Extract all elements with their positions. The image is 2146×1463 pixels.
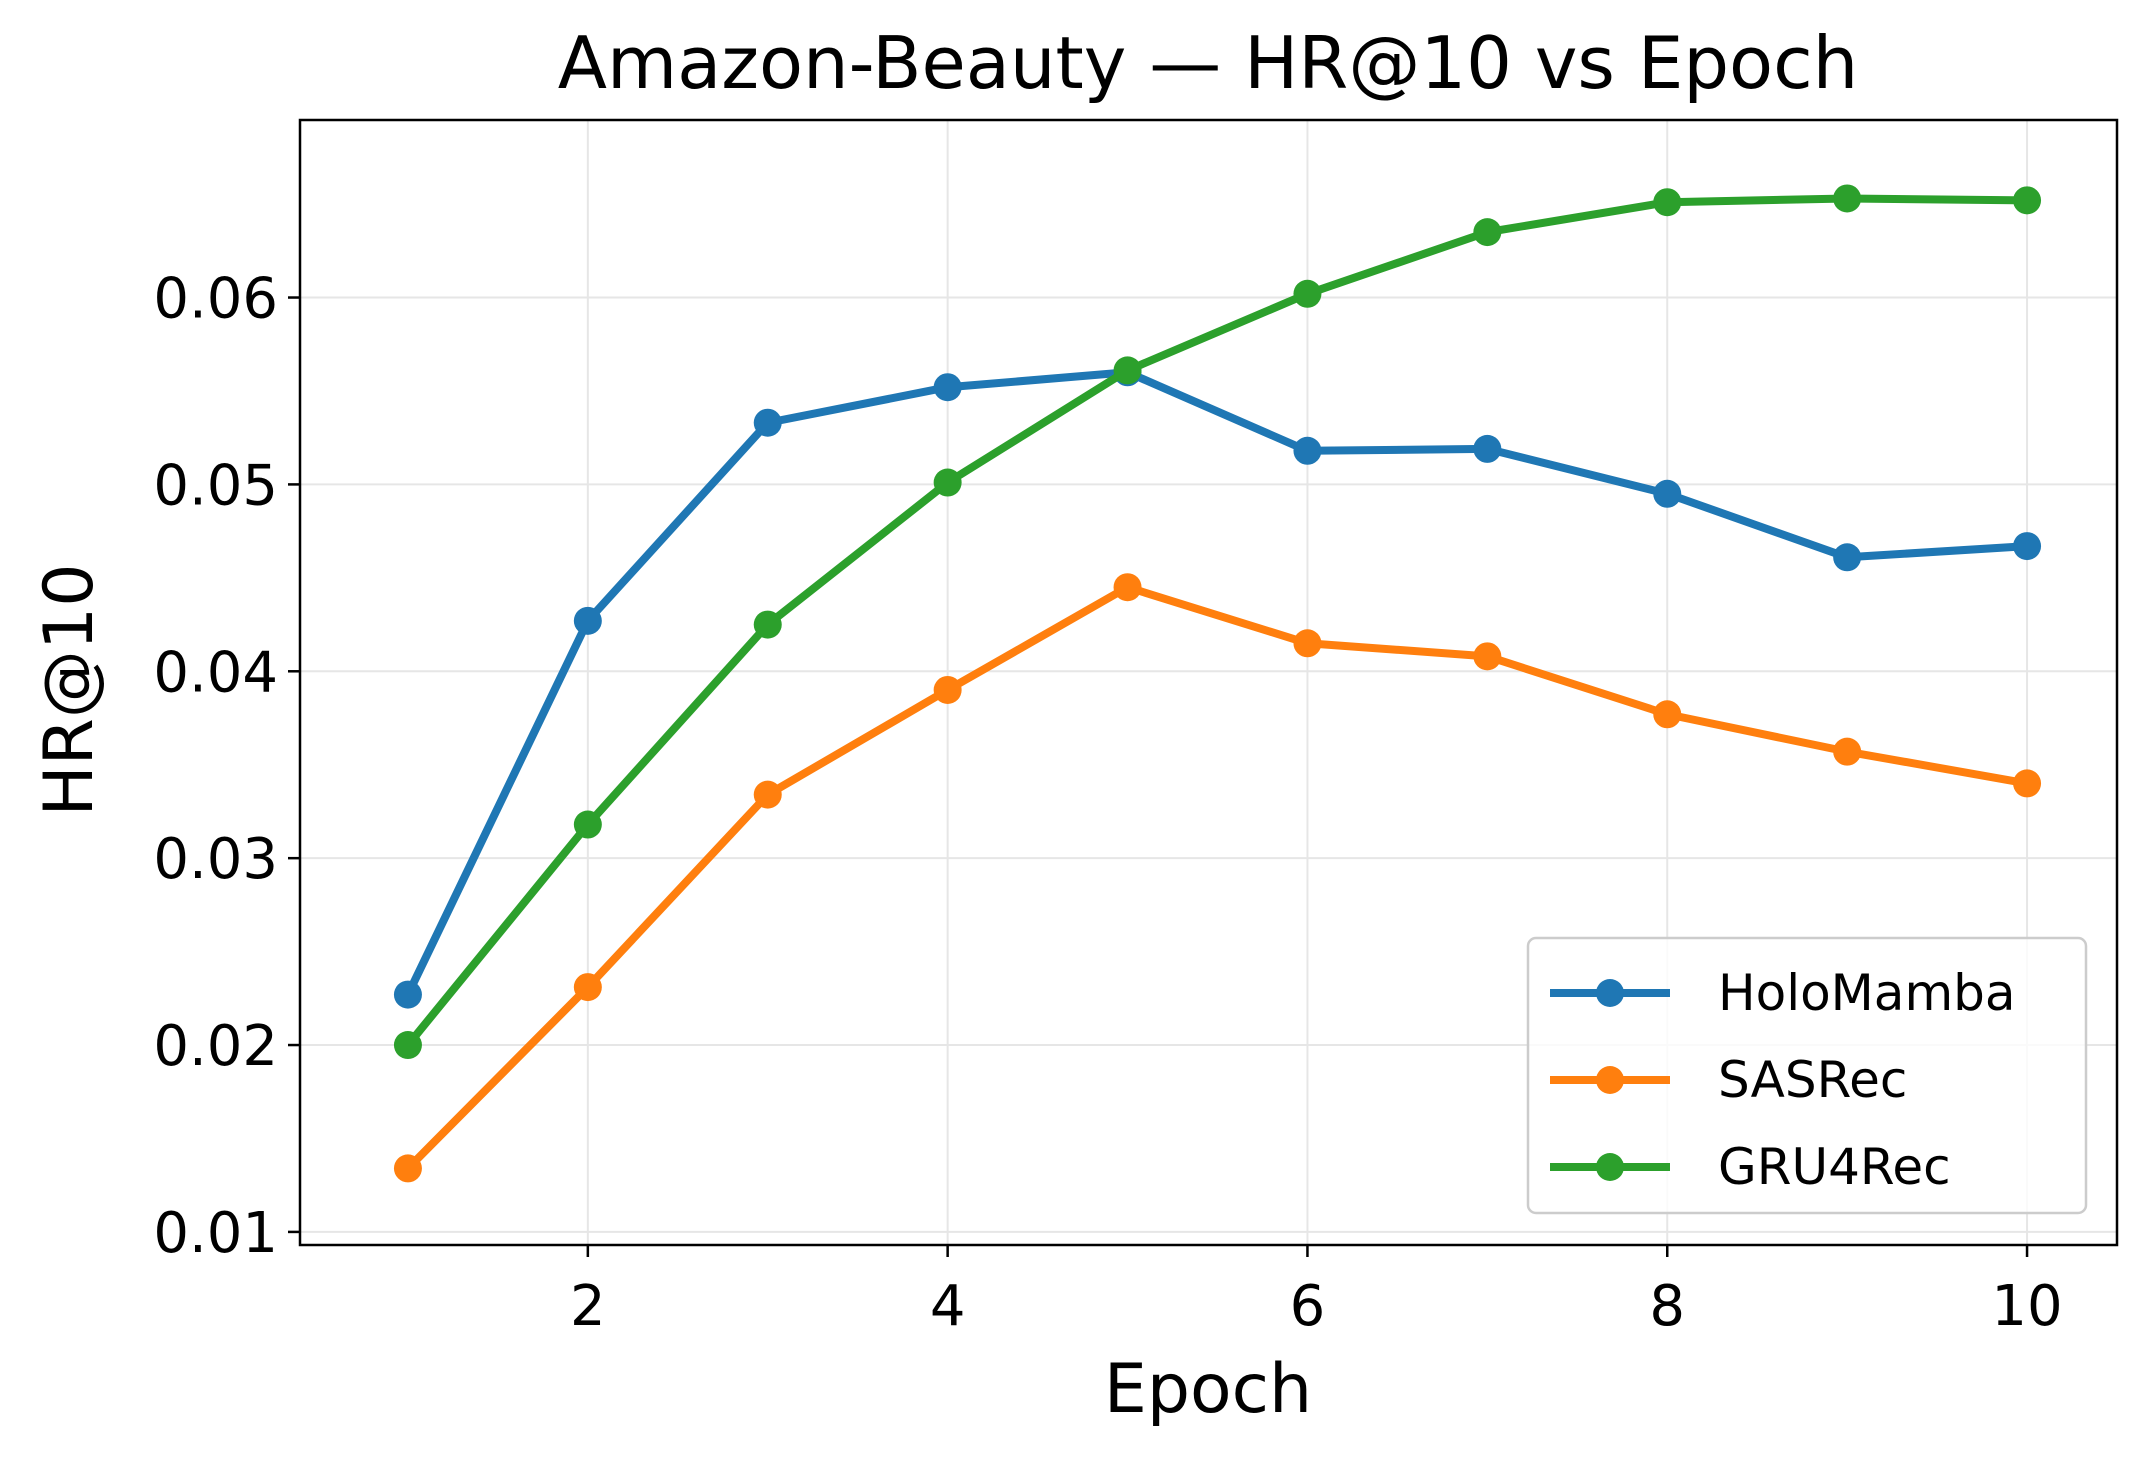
data-point (933, 373, 962, 402)
data-point (1653, 188, 1682, 217)
data-point (1113, 356, 1142, 385)
data-point (573, 606, 602, 635)
data-point (1833, 184, 1862, 213)
legend: HoloMamba SASRec GRU4Rec (1526, 936, 2088, 1215)
data-point (2013, 769, 2042, 798)
plot-frame (298, 118, 2119, 1247)
x-tick-label: 6 (1290, 1274, 1326, 1339)
data-point (753, 780, 782, 809)
data-point (1473, 642, 1502, 671)
y-tick-label: 0.03 (153, 827, 278, 892)
x-tick-label: 2 (570, 1274, 606, 1339)
series-line (403, 194, 2032, 1050)
y-tick-label: 0.02 (153, 1014, 278, 1079)
axis-ticks: 2 4 6 8 10 0.01 0.02 0.03 0.04 0.05 0.06 (153, 267, 2062, 1339)
x-axis-label: Epoch (1104, 1350, 1312, 1429)
series-line (403, 368, 2032, 999)
legend-label: GRU4Rec (1718, 1138, 1951, 1196)
data-point (1653, 479, 1682, 508)
data-point (1293, 629, 1322, 658)
series-gru4rec (393, 184, 2042, 1060)
data-point (2013, 186, 2042, 215)
legend-item: SASRec (1550, 1051, 1907, 1109)
data-point (1113, 573, 1142, 602)
data-point (573, 810, 602, 839)
data-point (393, 1154, 422, 1183)
data-point (1833, 737, 1862, 766)
data-point (753, 610, 782, 639)
legend-item: GRU4Rec (1550, 1138, 1951, 1196)
chart-title: Amazon-Beauty — HR@10 vs Epoch (558, 21, 1859, 105)
data-point (933, 468, 962, 497)
x-tick-label: 10 (1991, 1274, 2062, 1339)
data-point (1473, 218, 1502, 247)
data-point (1833, 543, 1862, 572)
data-point (1293, 279, 1322, 308)
legend-marker (1596, 1066, 1624, 1094)
data-point (573, 973, 602, 1002)
legend-marker (1596, 979, 1624, 1007)
legend-item: HoloMamba (1550, 964, 2016, 1022)
data-point (753, 408, 782, 437)
legend-box (1526, 936, 2088, 1215)
x-tick-label: 4 (930, 1274, 966, 1339)
legend-marker (1596, 1153, 1624, 1181)
legend-label: HoloMamba (1718, 964, 2016, 1022)
series-sasrec (393, 573, 2042, 1183)
data-point (2013, 532, 2042, 561)
data-point (1473, 434, 1502, 463)
y-tick-label: 0.04 (153, 640, 278, 705)
series-group (393, 184, 2042, 1183)
series-line (403, 583, 2032, 1173)
x-tick-label: 8 (1649, 1274, 1685, 1339)
y-tick-label: 0.05 (153, 453, 278, 518)
data-point (1653, 700, 1682, 729)
data-point (393, 980, 422, 1009)
data-point (393, 1031, 422, 1060)
series-holomamba (393, 358, 2042, 1009)
legend-label: SASRec (1718, 1051, 1907, 1109)
y-tick-label: 0.06 (153, 267, 278, 332)
data-point (933, 675, 962, 704)
y-tick-label: 0.01 (153, 1201, 278, 1266)
data-point (1293, 436, 1322, 465)
y-axis-label: HR@10 (30, 564, 109, 817)
